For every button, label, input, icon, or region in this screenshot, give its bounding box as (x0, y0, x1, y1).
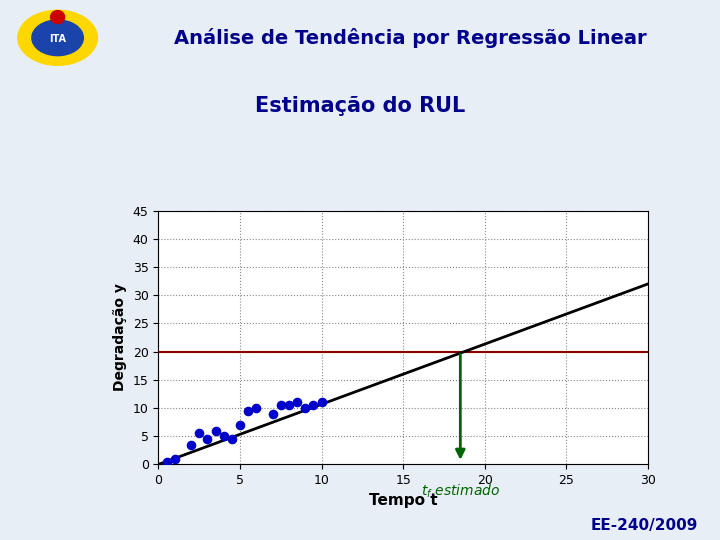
Y-axis label: Degradação y: Degradação y (113, 284, 127, 392)
Ellipse shape (50, 11, 65, 24)
Point (243, 407, 254, 415)
Point (275, 401, 287, 409)
Text: Análise de Tendência por Regressão Linear: Análise de Tendência por Regressão Linea… (174, 28, 647, 48)
Point (292, 398, 303, 407)
Point (267, 409, 279, 418)
Text: ITA: ITA (49, 34, 66, 44)
Point (194, 429, 205, 438)
Point (251, 404, 262, 413)
Ellipse shape (18, 10, 97, 65)
Point (185, 440, 197, 449)
Point (300, 404, 311, 413)
Ellipse shape (32, 20, 84, 56)
Point (283, 401, 294, 409)
Point (218, 432, 230, 441)
Text: EE-240/2009: EE-240/2009 (591, 518, 698, 532)
Text: $t_f$ estimado: $t_f$ estimado (420, 482, 500, 500)
Point (226, 435, 238, 443)
X-axis label: Tempo t: Tempo t (369, 492, 438, 508)
Point (316, 398, 328, 407)
Point (161, 457, 172, 466)
Point (169, 455, 181, 463)
Point (307, 401, 319, 409)
Point (234, 421, 246, 429)
Point (210, 426, 221, 435)
Text: Estimação do RUL: Estimação do RUL (255, 96, 465, 116)
Point (202, 435, 213, 443)
